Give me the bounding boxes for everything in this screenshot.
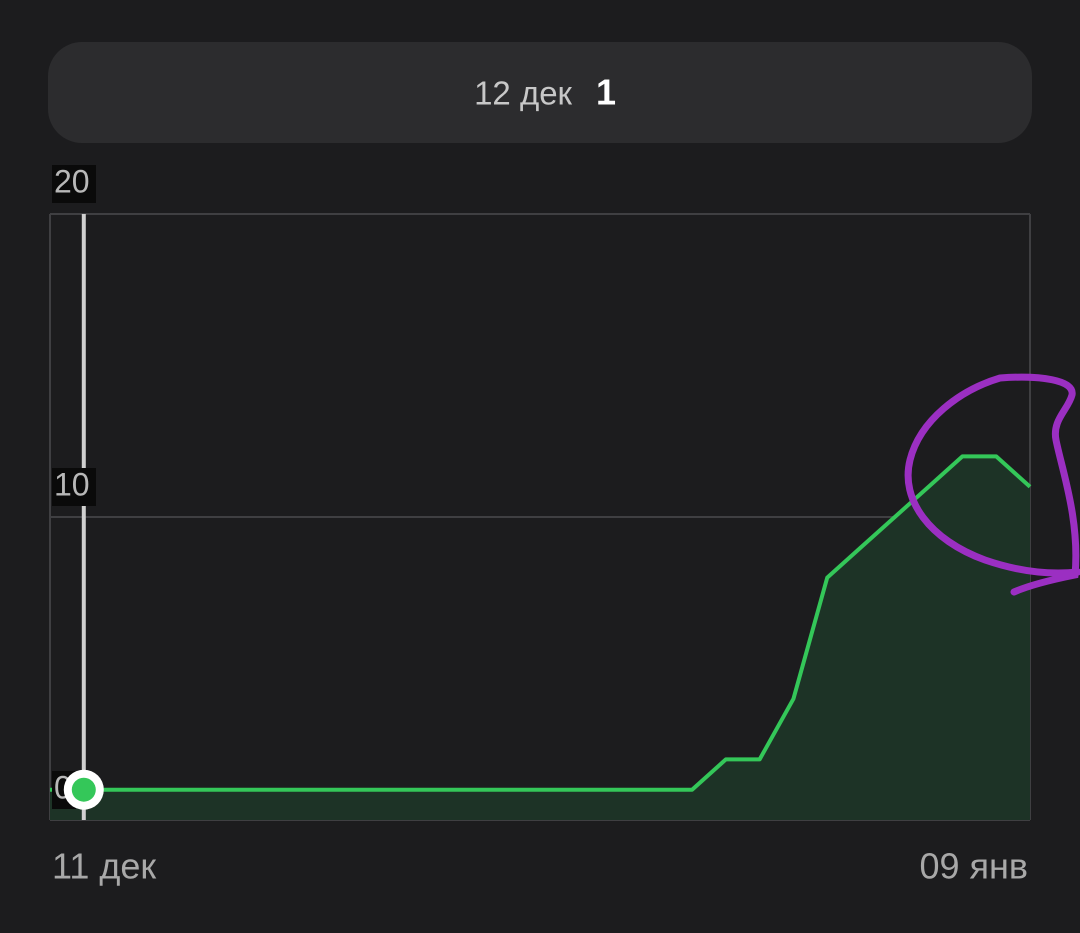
y-tick-label-box: [52, 165, 96, 203]
tooltip-date: 12 дек: [474, 75, 572, 112]
tooltip-value: 1: [596, 72, 616, 113]
y-tick-label: 10: [54, 466, 90, 502]
tooltip-box: [48, 42, 1032, 143]
annotation-circle: [904, 373, 1080, 596]
area: [50, 456, 1030, 820]
y-tick-label-box: [52, 468, 96, 506]
selected-marker-core: [71, 777, 96, 802]
x-tick-label: 09 янв: [919, 846, 1028, 887]
x-tick-label: 11 дек: [52, 846, 156, 887]
line: [50, 454, 1032, 792]
y-tick-label: 20: [54, 163, 90, 199]
